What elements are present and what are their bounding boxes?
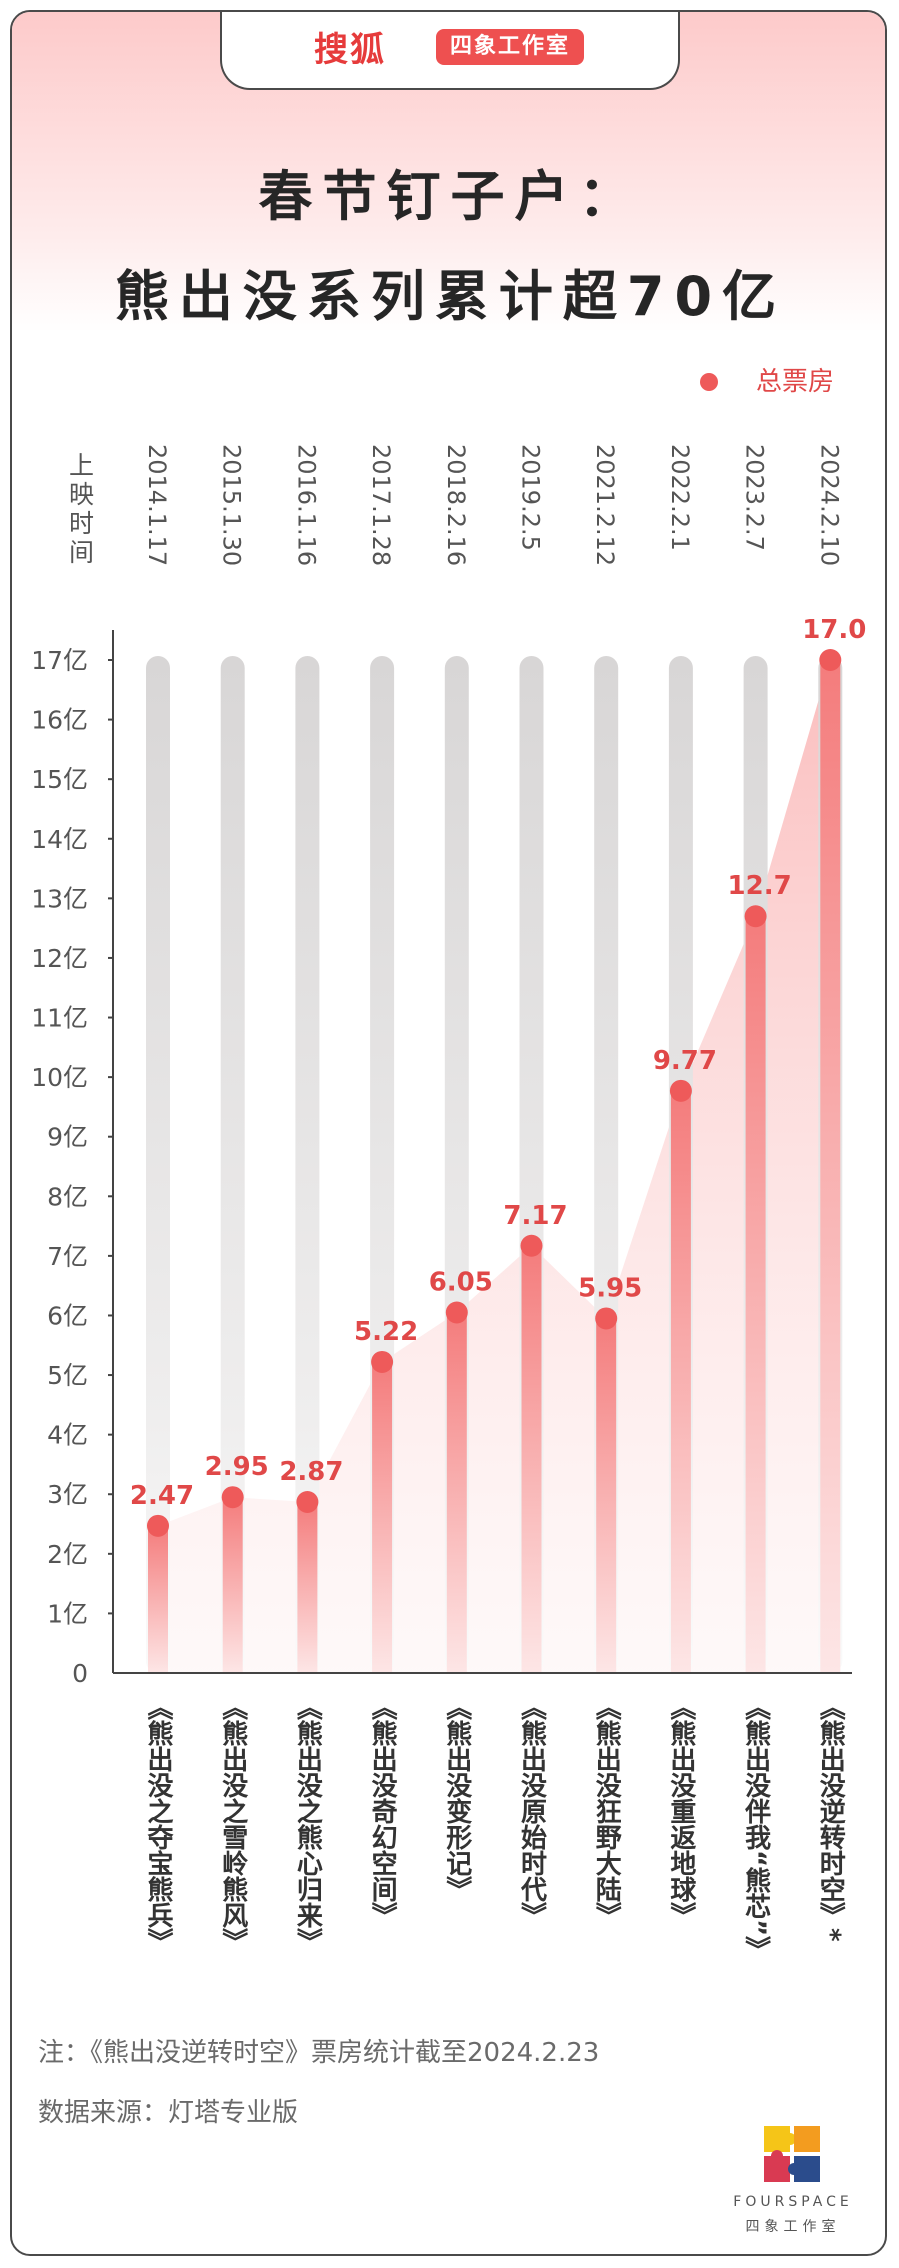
puzzle-logo-icon	[764, 2126, 820, 2182]
data-label: 2.95	[205, 1452, 269, 1482]
brand-name: 搜狐	[314, 30, 386, 70]
film-title-label: 《熊出没变形记》	[442, 1694, 472, 1902]
y-tick-label: 12亿	[31, 944, 88, 973]
release-date-label: 2021.2.12	[591, 444, 619, 566]
bar-track	[220, 656, 245, 1673]
y-tick-label: 17亿	[31, 646, 88, 675]
y-tick-label: 9亿	[47, 1123, 88, 1152]
release-date-header: 上映时间	[66, 452, 95, 568]
film-title-label: 《熊出没奇幻空间》	[367, 1694, 397, 1928]
brand-badge: 四象工作室	[436, 29, 585, 65]
y-tick-label: 6亿	[47, 1301, 88, 1330]
release-date-label: 2024.2.10	[815, 444, 843, 566]
chart-title-line-1: 春节钉子户：	[258, 165, 643, 228]
y-tick-label: 11亿	[31, 1004, 88, 1033]
box-office-bar	[222, 1497, 243, 1673]
y-tick-label: 1亿	[47, 1599, 88, 1628]
bar-track	[295, 656, 320, 1673]
legend-label: 总票房	[756, 367, 835, 397]
release-date-label: 2015.1.30	[218, 444, 246, 566]
data-point	[744, 905, 767, 928]
release-date-label: 2017.1.28	[367, 444, 395, 566]
data-point	[669, 1079, 692, 1102]
data-point	[520, 1234, 543, 1257]
logo-text-cn: 四象工作室	[745, 2219, 841, 2235]
box-office-bar	[297, 1501, 318, 1673]
box-office-bar	[745, 916, 766, 1673]
box-office-bar	[521, 1245, 542, 1673]
y-tick-label: 16亿	[31, 706, 88, 735]
film-title-label: 《熊出没原始时代》	[517, 1694, 548, 1928]
y-tick-label: 4亿	[47, 1421, 88, 1450]
box-office-area	[158, 660, 831, 1673]
y-tick-label: 13亿	[31, 884, 88, 913]
box-office-bar	[148, 1525, 168, 1673]
bar-track	[146, 656, 170, 1673]
y-tick-label: 3亿	[47, 1480, 88, 1509]
data-point	[819, 649, 842, 671]
chart-title-line-2: 熊出没系列累计超70亿	[114, 265, 787, 328]
data-point	[147, 1514, 169, 1537]
data-label: 12.7	[728, 871, 792, 901]
y-tick-label: 2亿	[47, 1540, 88, 1569]
data-label: 5.95	[578, 1273, 642, 1303]
box-office-bar	[372, 1361, 393, 1673]
film-title-label: 《熊出没之熊心归来》	[292, 1694, 322, 1954]
release-date-label: 2022.2.1	[666, 444, 694, 551]
data-label: 17.0	[802, 615, 866, 645]
film-title-label: 《熊出没之夺宝熊兵》	[143, 1694, 173, 1954]
y-tick-label: 5亿	[47, 1361, 88, 1390]
legend-marker	[700, 373, 718, 391]
data-point	[445, 1301, 468, 1324]
footnote: 注：《熊出没逆转时空》票房统计截至2024.2.23	[38, 2038, 600, 2068]
logo-text-en: FOURSPACE	[733, 2194, 853, 2210]
data-point	[296, 1490, 319, 1513]
y-tick-label: 15亿	[31, 765, 88, 794]
box-office-bar	[596, 1318, 617, 1673]
y-tick-label: 8亿	[47, 1182, 88, 1211]
film-title-label: 《熊出没重返地球》	[666, 1694, 696, 1928]
release-date-label: 2016.1.16	[292, 444, 320, 566]
box-office-bar	[670, 1090, 691, 1673]
data-point	[221, 1486, 244, 1509]
y-tick-label: 7亿	[47, 1242, 88, 1271]
film-title-label: 《熊出没之雪岭熊风》	[218, 1694, 248, 1954]
release-date-label: 2019.2.5	[517, 444, 545, 551]
data-point	[595, 1307, 618, 1330]
y-tick-label: 0	[72, 1659, 88, 1688]
data-label: 7.17	[503, 1201, 567, 1231]
release-date-label: 2014.1.17	[143, 444, 171, 566]
y-tick-label: 14亿	[31, 825, 88, 854]
data-label: 9.77	[653, 1046, 717, 1076]
brand-tab: 搜狐 四象工作室	[220, 12, 680, 90]
data-label: 2.87	[279, 1457, 343, 1487]
release-date-label: 2018.2.16	[442, 444, 470, 566]
film-title-label: 《熊出没狂野大陆》	[591, 1694, 621, 1928]
data-label: 2.47	[130, 1481, 194, 1511]
film-title-label: 《熊出没逆转时空》*	[815, 1694, 845, 1942]
data-source-note: 数据来源：灯塔专业版	[38, 2098, 299, 2128]
release-date-label: 2023.2.7	[741, 444, 769, 551]
fourspace-logo: FOURSPACE 四象工作室	[718, 2122, 868, 2242]
data-label: 5.22	[354, 1317, 418, 1347]
film-title-label: 《熊出没伴我“熊芯”》	[741, 1694, 772, 1962]
box-office-bar	[820, 660, 841, 1673]
box-office-bar	[446, 1312, 467, 1673]
data-label: 6.05	[429, 1267, 493, 1297]
y-tick-label: 10亿	[31, 1063, 88, 1092]
data-point	[371, 1350, 394, 1373]
